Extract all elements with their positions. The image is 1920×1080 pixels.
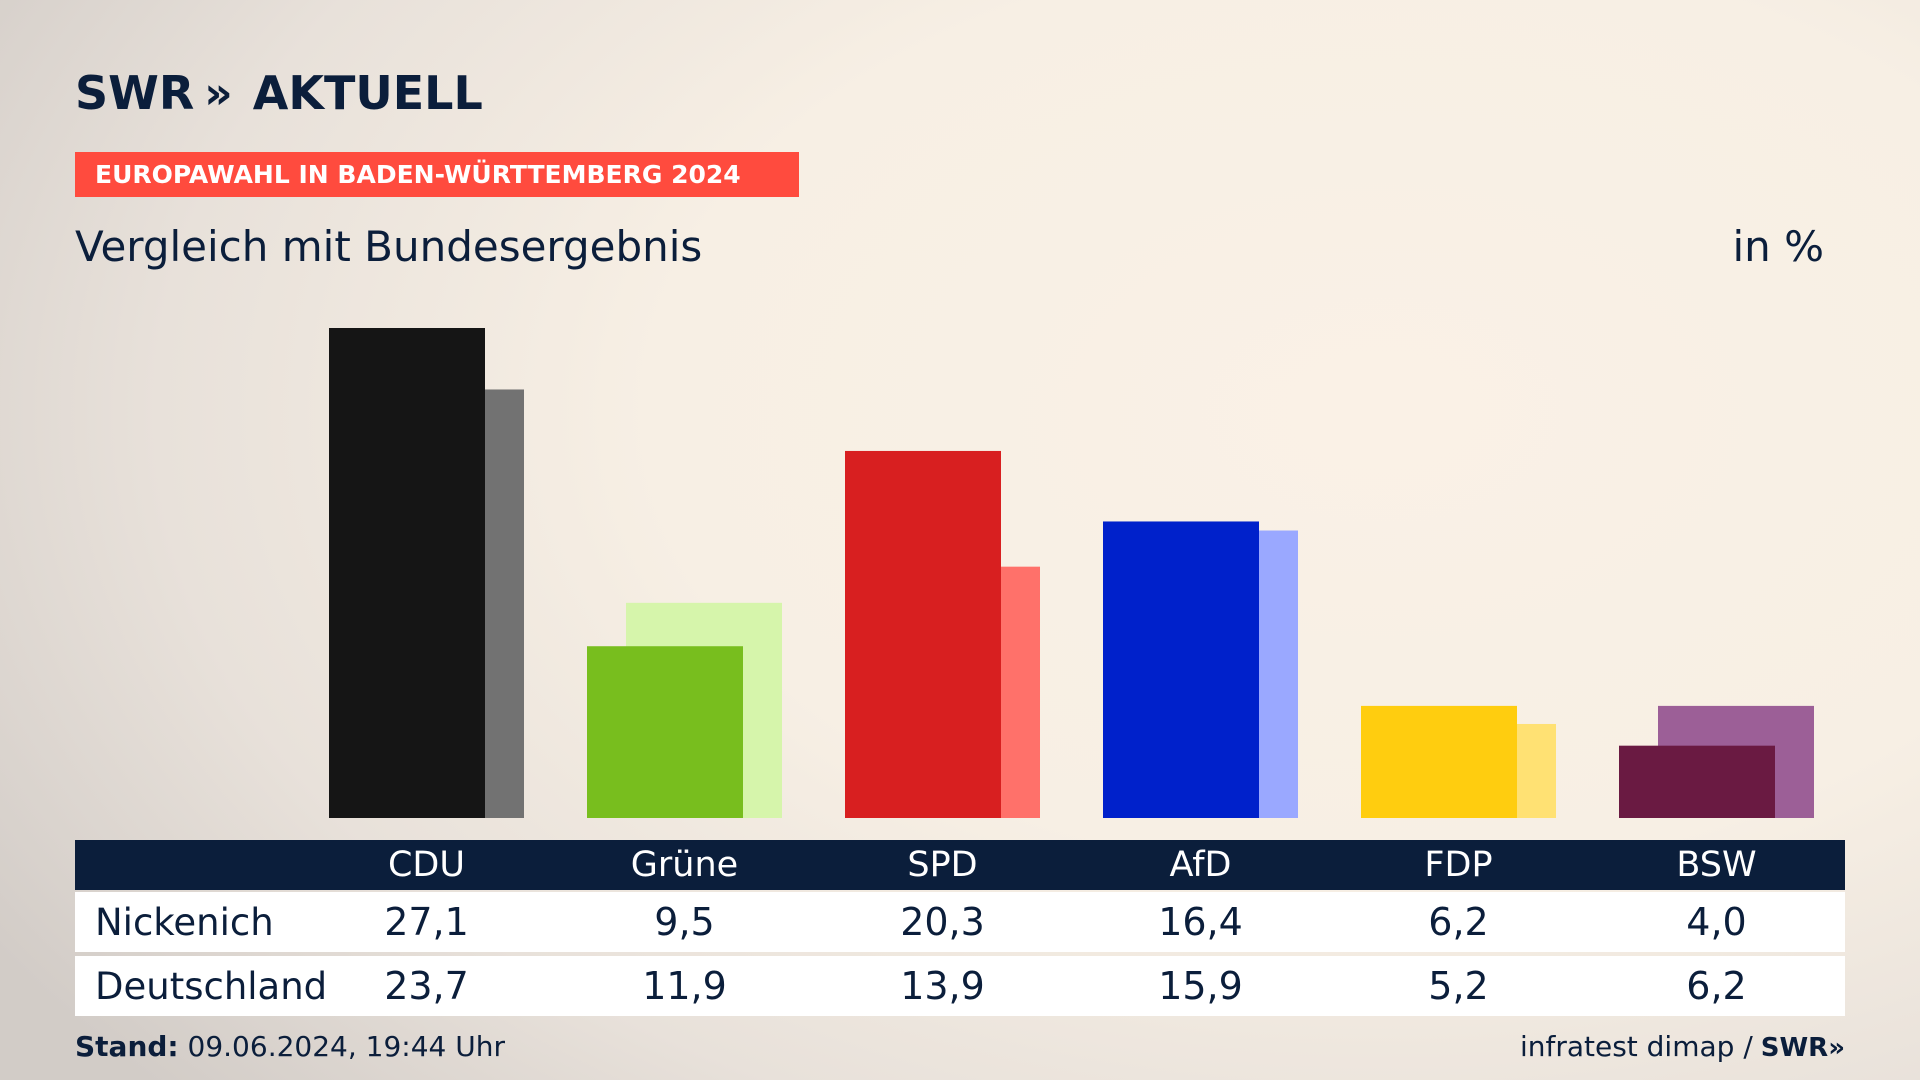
value-cell: 20,3 <box>900 900 985 944</box>
column-header-cdu: CDU <box>387 845 465 885</box>
value-cell: 11,9 <box>642 964 727 1008</box>
column-header-bsw: BSW <box>1676 845 1757 885</box>
column-header-spd: SPD <box>907 845 978 885</box>
bar-chart <box>329 328 1814 818</box>
election-banner: EUROPAWAHL IN BADEN-WÜRTTEMBERG 2024 <box>75 152 799 197</box>
bar-nickenich-cdu <box>329 328 485 818</box>
row-label: Nickenich <box>95 900 274 944</box>
bar-nickenich-spd <box>845 450 1001 818</box>
stand-value: 09.06.2024, 19:44 Uhr <box>187 1030 505 1063</box>
swr-aktuell-logo: SWR » AKTUELL <box>75 66 483 120</box>
logo-swr-text: SWR <box>75 66 195 120</box>
results-table: CDU Grüne SPD AfD FDP BSW Nickenich 27,1 9,5 20… <box>75 840 1845 1016</box>
table-row-nickenich: Nickenich 27,1 9,5 20,3 16,4 6,2 4,0 <box>75 892 1845 952</box>
value-cell: 5,2 <box>1428 964 1489 1008</box>
source-text: infratest dimap / <box>1519 1030 1753 1063</box>
value-cell: 6,2 <box>1686 964 1747 1008</box>
timestamp: Stand: 09.06.2024, 19:44 Uhr <box>75 1030 505 1063</box>
row-label: Deutschland <box>95 964 328 1008</box>
bar-nickenich-afd <box>1103 521 1259 818</box>
bar-nickenich-fdp <box>1361 705 1517 818</box>
table-row-deutschland: Deutschland 23,7 11,9 13,9 15,9 5,2 6,2 <box>75 956 1845 1016</box>
value-cell: 27,1 <box>384 900 469 944</box>
swr-mini-logo: SWR» <box>1760 1033 1845 1063</box>
chart-subtitle: Vergleich mit Bundesergebnis <box>75 222 703 271</box>
unit-label: in % <box>1732 222 1824 271</box>
value-cell: 6,2 <box>1428 900 1489 944</box>
bar-nickenich-bsw <box>1619 745 1775 818</box>
value-cell: 23,7 <box>384 964 469 1008</box>
bar-nickenich-grüne <box>587 646 743 818</box>
column-header-afd: AfD <box>1169 845 1232 885</box>
table-header: CDU Grüne SPD AfD FDP BSW <box>75 840 1845 890</box>
logo-program-text: AKTUELL <box>252 66 483 120</box>
column-header-grüne: Grüne <box>630 845 739 885</box>
column-header-fdp: FDP <box>1424 845 1493 885</box>
value-cell: 15,9 <box>1158 964 1243 1008</box>
value-cell: 16,4 <box>1158 900 1243 944</box>
value-cell: 13,9 <box>900 964 985 1008</box>
stand-label: Stand: <box>75 1030 179 1063</box>
value-cell: 9,5 <box>654 900 715 944</box>
source-credit: infratest dimap / SWR» <box>1520 1030 1845 1063</box>
value-cell: 4,0 <box>1686 900 1747 944</box>
